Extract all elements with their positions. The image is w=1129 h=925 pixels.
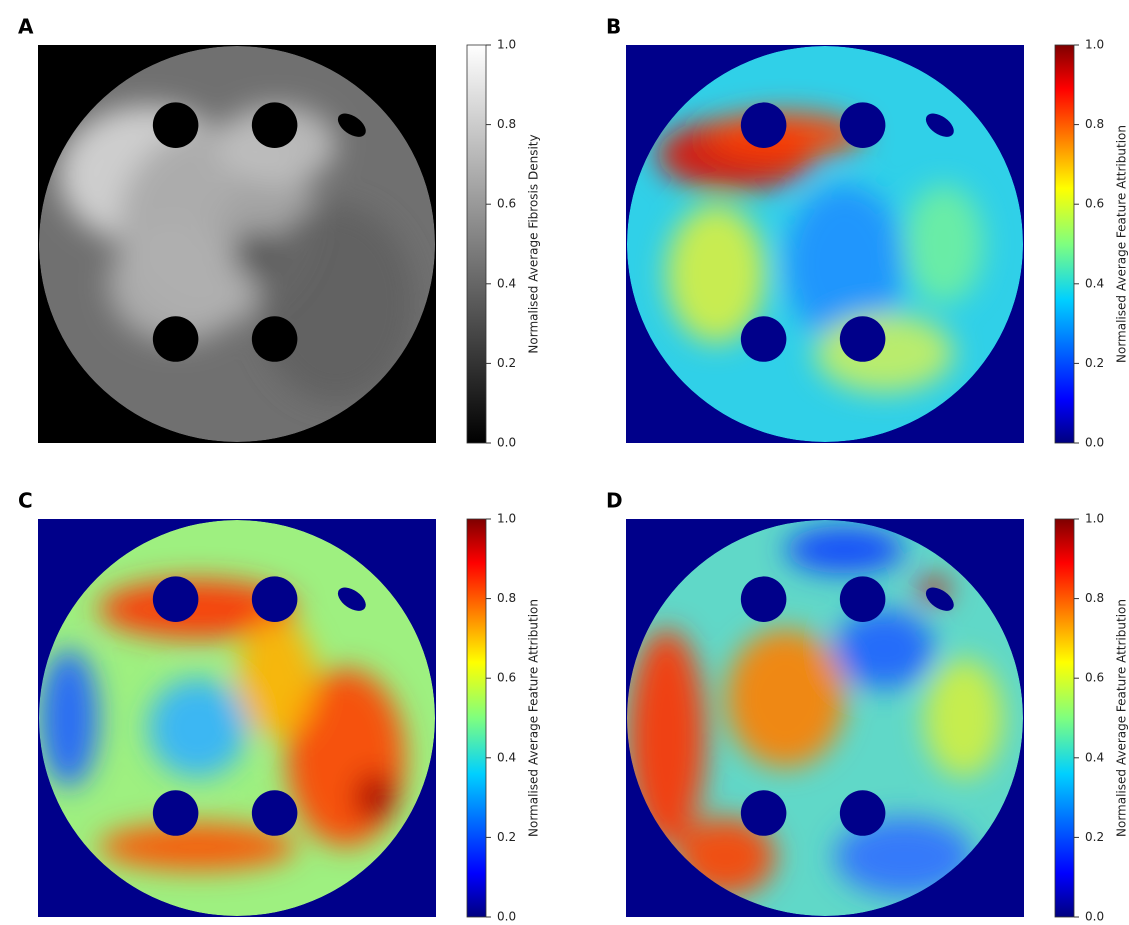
panel: C 0.0 0.2 0.4 0.6 0.8 1.0 Normalised Average Fe… xyxy=(18,489,541,924)
colorbar xyxy=(1055,519,1074,917)
panel: D 0.0 0.2 0.4 0.6 0.8 1.0 Normalised Average Fe… xyxy=(606,489,1129,924)
panel-label: A xyxy=(18,15,34,39)
colorbar-tick-label: 1.0 xyxy=(497,38,516,52)
panel-label: C xyxy=(18,489,33,513)
colorbar-tick-label: 0.6 xyxy=(1085,197,1104,211)
colorbar-tick-label: 0.4 xyxy=(1085,750,1104,764)
heatmap-image xyxy=(38,519,436,917)
colorbar-tick-label: 0.2 xyxy=(497,356,516,370)
colorbar-label: Normalised Average Feature Attribution xyxy=(527,599,541,837)
panel: A 0.0 0.2 0.4 0.6 0.8 1.0 Normalised Average Fi… xyxy=(18,15,541,450)
colorbar-tick-label: 0.8 xyxy=(1085,117,1104,131)
heatmap-image xyxy=(38,45,436,443)
figure: A 0.0 0.2 0.4 0.6 0.8 1.0 Normalised Average Fi… xyxy=(0,0,1129,925)
colorbar-tick-label: 0.2 xyxy=(1085,356,1104,370)
colorbar-tick-label: 0.6 xyxy=(497,197,516,211)
heatmap-image xyxy=(626,45,1024,443)
colorbar-tick-label: 0.0 xyxy=(1085,910,1104,924)
colorbar xyxy=(467,45,486,443)
colorbar-label: Normalised Average Fibrosis Density xyxy=(527,134,541,353)
colorbar-tick-label: 0.6 xyxy=(497,671,516,685)
colorbar-tick-label: 0.2 xyxy=(1085,830,1104,844)
colorbar-tick-label: 0.8 xyxy=(1085,591,1104,605)
colorbar-tick-label: 0.4 xyxy=(497,276,516,290)
colorbar-tick-label: 0.4 xyxy=(1085,276,1104,290)
colorbar-tick-label: 0.8 xyxy=(497,117,516,131)
colorbar-tick-label: 1.0 xyxy=(497,512,516,526)
panel-label: D xyxy=(606,489,623,513)
colorbar-tick-label: 1.0 xyxy=(1085,512,1104,526)
colorbar-tick-label: 0.0 xyxy=(497,436,516,450)
colorbar-tick-label: 0.6 xyxy=(1085,671,1104,685)
colorbar-label: Normalised Average Feature Attribution xyxy=(1115,599,1129,837)
colorbar-tick-label: 1.0 xyxy=(1085,38,1104,52)
colorbar xyxy=(467,519,486,917)
panel-label: B xyxy=(606,15,621,39)
heatmap-image xyxy=(626,519,1024,917)
colorbar-tick-label: 0.0 xyxy=(1085,436,1104,450)
colorbar xyxy=(1055,45,1074,443)
panel: B 0.0 0.2 0.4 0.6 0.8 1.0 Normalised Average Fe… xyxy=(606,15,1129,450)
colorbar-tick-label: 0.0 xyxy=(497,910,516,924)
colorbar-tick-label: 0.8 xyxy=(497,591,516,605)
colorbar-tick-label: 0.2 xyxy=(497,830,516,844)
colorbar-label: Normalised Average Feature Attribution xyxy=(1115,125,1129,363)
colorbar-tick-label: 0.4 xyxy=(497,750,516,764)
